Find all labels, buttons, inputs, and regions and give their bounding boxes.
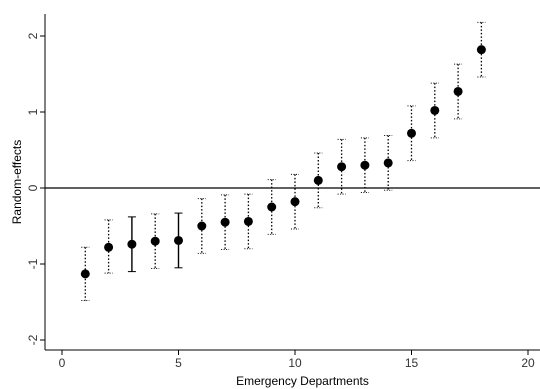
error-bar	[384, 135, 393, 191]
error-bar	[221, 194, 230, 251]
data-point	[430, 105, 440, 115]
y-tick-label: 1	[26, 108, 40, 115]
data-point	[383, 158, 393, 168]
error-bar	[477, 21, 486, 78]
error-bars	[81, 21, 486, 301]
error-bar	[430, 82, 439, 139]
error-bar	[360, 137, 369, 194]
data-point	[267, 202, 277, 212]
x-tick-label: 5	[175, 356, 182, 370]
y-tick-label: 2	[26, 32, 40, 39]
data-point	[313, 175, 323, 185]
error-bar	[151, 213, 160, 270]
data-point	[290, 197, 300, 207]
data-point	[243, 216, 253, 226]
error-bar	[244, 193, 253, 250]
data-point	[80, 269, 90, 279]
x-tick-label: 20	[521, 356, 535, 370]
data-points	[80, 45, 486, 279]
error-bar	[291, 173, 299, 230]
error-bar	[314, 152, 323, 209]
x-tick-label: 0	[59, 356, 66, 370]
error-bar	[454, 63, 463, 120]
data-point	[150, 236, 160, 246]
error-bar	[197, 198, 206, 254]
x-axis-label: Emergency Departments	[236, 374, 369, 388]
data-point	[104, 242, 114, 252]
data-point	[476, 45, 486, 55]
error-bar	[267, 179, 276, 235]
data-point	[127, 239, 137, 249]
data-point	[360, 160, 370, 170]
x-tick-label: 10	[288, 356, 302, 370]
data-point	[197, 221, 207, 231]
data-point	[174, 235, 183, 245]
y-tick-label: -2	[26, 334, 40, 345]
data-point	[220, 217, 230, 227]
error-bar	[407, 105, 416, 162]
data-point	[407, 128, 416, 138]
error-bar	[337, 138, 346, 195]
data-point	[337, 162, 347, 172]
data-point	[453, 86, 463, 96]
x-tick-label: 15	[405, 356, 419, 370]
y-tick-label: 0	[26, 184, 40, 191]
y-tick-label: -1	[26, 258, 40, 269]
y-axis-label: Random-effects	[10, 140, 24, 225]
